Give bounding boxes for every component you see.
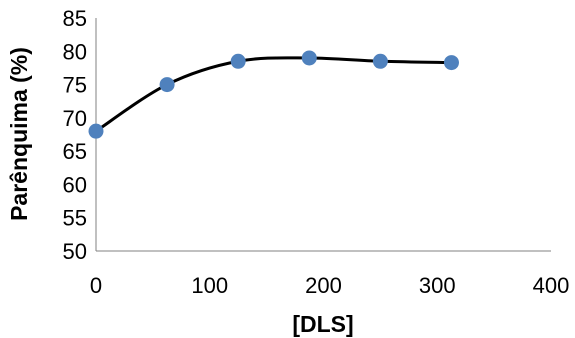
- y-tick-label: 85: [63, 6, 87, 31]
- data-point: [230, 53, 246, 69]
- y-tick-label: 75: [63, 73, 87, 98]
- data-point: [88, 123, 104, 139]
- y-tick-labels: 50 55 60 65 70 75 80 85: [63, 6, 87, 264]
- data-point: [372, 53, 388, 69]
- x-tick-label: 200: [305, 273, 342, 298]
- series-markers: [88, 50, 459, 139]
- x-axis: 0 100 200 300 400: [90, 250, 569, 298]
- x-tick-label: 300: [419, 273, 456, 298]
- series-line: [95, 56, 452, 133]
- y-tick-label: 55: [63, 206, 87, 231]
- data-point: [443, 55, 459, 71]
- y-axis-title: Parênquima (%): [6, 47, 32, 221]
- data-point: [159, 77, 175, 93]
- y-tick-label: 70: [63, 106, 87, 131]
- y-tick-label: 50: [63, 239, 87, 264]
- data-point: [301, 50, 317, 66]
- x-tick-labels: 0 100 200 300 400: [90, 273, 569, 298]
- x-axis-title: [DLS]: [292, 311, 353, 337]
- y-tick-label: 65: [63, 139, 87, 164]
- y-tick-label: 60: [63, 172, 87, 197]
- x-tick-label: 0: [90, 273, 102, 298]
- x-tick-label: 100: [191, 273, 228, 298]
- y-axis: 50 55 60 65 70 75 80 85: [63, 6, 97, 264]
- y-tick-label: 80: [63, 39, 87, 64]
- x-tick-label: 400: [533, 273, 570, 298]
